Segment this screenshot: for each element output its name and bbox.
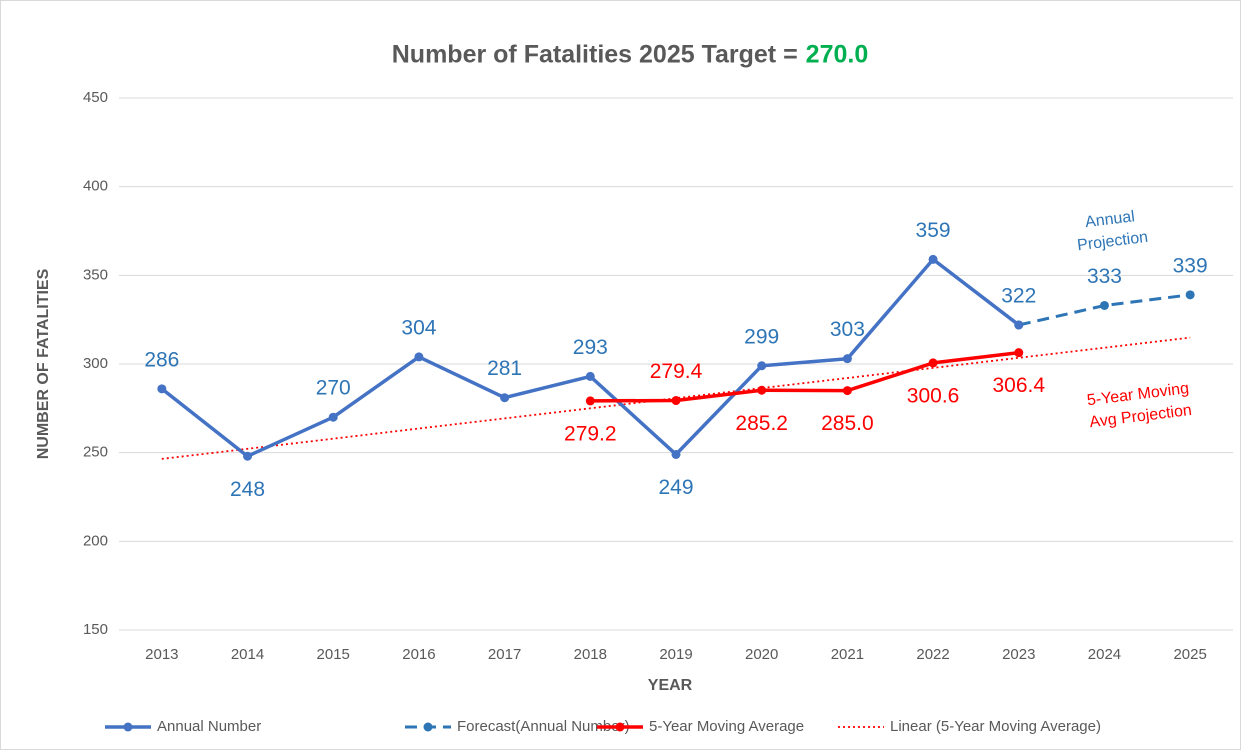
point-marker: [414, 352, 424, 362]
data-label: 359: [916, 219, 951, 242]
point-marker: [585, 396, 595, 406]
y-tick-label: 350: [83, 266, 108, 283]
point-marker: [500, 393, 510, 403]
data-label: 248: [230, 478, 265, 501]
legend-marker: [123, 722, 133, 732]
x-tick-label: 2023: [1002, 646, 1035, 663]
y-tick-label: 400: [83, 178, 108, 195]
data-label: 304: [401, 316, 436, 339]
data-label: 279.4: [650, 360, 703, 383]
point-marker: [842, 354, 852, 364]
point-marker: [328, 412, 338, 422]
title-target: 270.0: [806, 41, 869, 69]
x-tick-label: 2013: [145, 646, 178, 663]
y-tick-label: 250: [83, 444, 108, 461]
point-marker: [671, 449, 681, 459]
data-label: 270: [316, 377, 351, 400]
point-marker: [1099, 300, 1109, 310]
y-tick-label: 300: [83, 355, 108, 372]
data-label: 322: [1001, 285, 1036, 308]
point-marker: [243, 451, 253, 461]
data-label: 285.2: [735, 412, 788, 435]
x-tick-label: 2014: [231, 646, 264, 663]
data-label: 286: [144, 348, 179, 371]
series-line: [590, 350, 1020, 403]
data-label: 293: [573, 336, 608, 359]
x-tick-label: 2019: [659, 646, 692, 663]
data-label: 306.4: [992, 374, 1045, 397]
data-label: 285.0: [821, 412, 874, 435]
x-tick-label: 2021: [831, 646, 864, 663]
point-marker: [671, 396, 681, 406]
point-marker: [842, 386, 852, 396]
point-marker: [1014, 320, 1024, 330]
data-label: 279.2: [564, 422, 617, 445]
point-marker: [928, 254, 938, 264]
data-label: 281: [487, 357, 522, 380]
legend-label: Linear (5-Year Moving Average): [890, 718, 1101, 735]
data-label: 299: [744, 325, 779, 348]
data-label: 339: [1173, 254, 1208, 277]
data-label: 300.6: [907, 384, 960, 407]
legend-marker: [615, 722, 625, 732]
y-tick-label: 200: [83, 532, 108, 549]
point-marker: [1185, 290, 1195, 300]
legend-label: Annual Number: [157, 718, 261, 735]
legend-label: 5-Year Moving Average: [649, 718, 804, 735]
data-label: 303: [830, 318, 865, 341]
point-marker: [757, 385, 767, 395]
point-marker: [585, 371, 595, 381]
y-tick-label: 450: [83, 89, 108, 106]
x-tick-label: 2025: [1173, 646, 1206, 663]
point-marker: [928, 358, 938, 368]
legend-marker: [423, 722, 433, 732]
x-tick-label: 2024: [1088, 646, 1121, 663]
point-marker: [157, 384, 167, 394]
y-tick-label: 150: [83, 621, 108, 638]
legend-label: Forecast(Annual Number): [457, 718, 630, 735]
x-tick-label: 2017: [488, 646, 521, 663]
x-tick-label: 2016: [402, 646, 435, 663]
point-marker: [757, 361, 767, 371]
y-axis-label: NUMBER OF FATALITIES: [35, 268, 52, 459]
data-label: 333: [1087, 265, 1122, 288]
x-tick-label: 2018: [574, 646, 607, 663]
point-marker: [1014, 348, 1024, 358]
x-axis-label: YEAR: [648, 677, 693, 694]
data-label: 249: [658, 476, 693, 499]
x-tick-label: 2022: [916, 646, 949, 663]
x-tick-label: 2015: [317, 646, 350, 663]
x-tick-label: 2020: [745, 646, 778, 663]
annotation: Annual: [1084, 208, 1136, 231]
chart-title: Number of Fatalities 2025 Target =: [392, 41, 798, 69]
